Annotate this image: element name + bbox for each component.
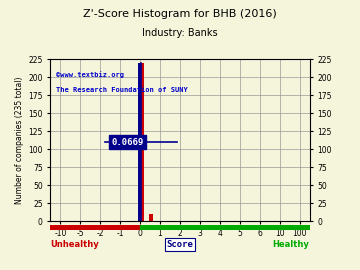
Bar [141, 63, 144, 221]
Bar [138, 218, 141, 221]
Text: Industry: Banks: Industry: Banks [142, 28, 218, 38]
Text: Score: Score [167, 240, 193, 249]
Text: Unhealthy: Unhealthy [50, 240, 99, 249]
Text: Z'-Score Histogram for BHB (2016): Z'-Score Histogram for BHB (2016) [83, 9, 277, 19]
Bar [149, 214, 153, 221]
Text: ©www.textbiz.org: ©www.textbiz.org [55, 71, 123, 78]
Text: Healthy: Healthy [273, 240, 310, 249]
Bar [140, 225, 310, 230]
Bar [138, 63, 144, 221]
Text: 0.0669: 0.0669 [111, 138, 143, 147]
Text: The Research Foundation of SUNY: The Research Foundation of SUNY [55, 87, 187, 93]
Y-axis label: Number of companies (235 total): Number of companies (235 total) [15, 77, 24, 204]
Bar [50, 225, 140, 230]
